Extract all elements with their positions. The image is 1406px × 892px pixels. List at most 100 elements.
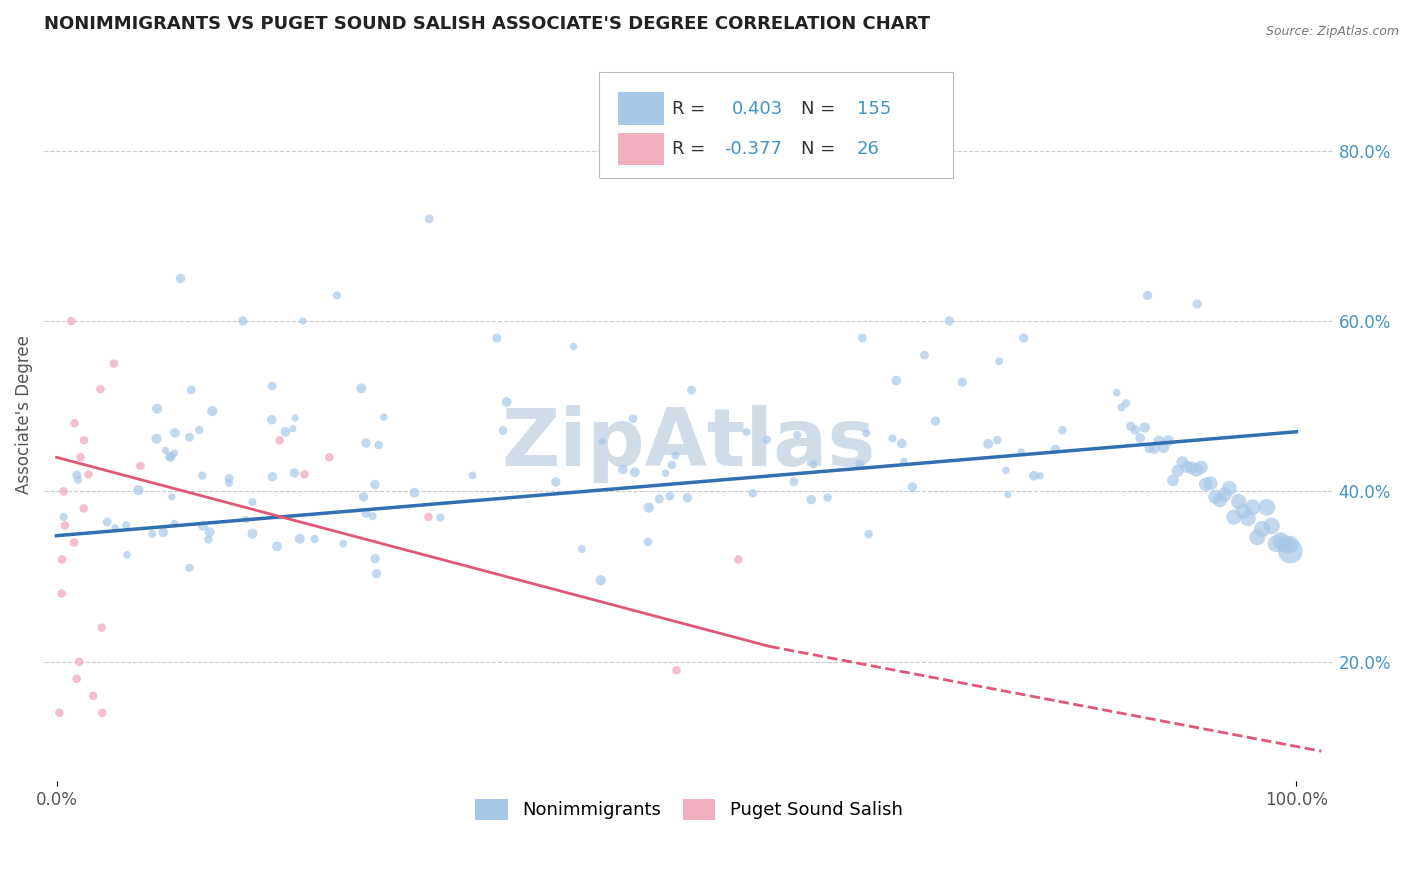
Point	[621, 411, 644, 425]
Point	[986, 433, 1008, 447]
Point	[623, 466, 645, 480]
Point	[1115, 396, 1137, 410]
Point	[735, 425, 758, 439]
Point	[429, 510, 451, 524]
Point	[994, 463, 1017, 477]
Point	[1175, 459, 1198, 474]
Point	[269, 434, 291, 448]
Point	[1213, 487, 1236, 501]
Point	[1012, 331, 1035, 345]
Text: Source: ZipAtlas.com: Source: ZipAtlas.com	[1265, 25, 1399, 38]
Point	[1022, 468, 1045, 483]
Point	[938, 314, 960, 328]
Point	[1029, 468, 1052, 483]
Point	[855, 426, 877, 441]
Point	[67, 655, 90, 669]
Point	[1185, 463, 1208, 477]
Point	[67, 473, 90, 487]
Point	[52, 484, 75, 499]
Point	[364, 551, 387, 566]
Point	[91, 706, 114, 720]
Point	[858, 527, 880, 541]
Point	[1161, 474, 1184, 488]
Point	[914, 348, 936, 362]
Point	[262, 470, 284, 484]
Point	[562, 340, 585, 354]
Point	[571, 542, 593, 557]
Point	[53, 518, 76, 533]
Point	[163, 425, 186, 440]
Text: R =: R =	[672, 140, 711, 158]
Point	[1181, 460, 1204, 475]
Point	[146, 401, 169, 416]
Point	[418, 211, 440, 226]
Point	[901, 480, 924, 494]
Point	[977, 437, 1000, 451]
Point	[1227, 494, 1250, 508]
Text: R =: R =	[672, 100, 711, 118]
Point	[160, 490, 183, 504]
FancyBboxPatch shape	[619, 133, 665, 165]
Point	[232, 314, 254, 328]
Point	[418, 510, 440, 524]
Point	[69, 450, 91, 465]
Point	[90, 621, 112, 635]
Point	[661, 458, 683, 472]
Point	[988, 354, 1011, 368]
Point	[218, 471, 240, 485]
Point	[48, 706, 70, 720]
Point	[681, 383, 703, 397]
Point	[676, 491, 699, 505]
Text: 155: 155	[856, 100, 891, 118]
Point	[354, 436, 377, 450]
Point	[179, 561, 201, 575]
Point	[152, 525, 174, 540]
Point	[163, 516, 186, 531]
Point	[260, 413, 283, 427]
Point	[1199, 476, 1222, 491]
Point	[179, 430, 201, 444]
Point	[1251, 522, 1274, 536]
Point	[665, 663, 688, 677]
Point	[783, 475, 806, 489]
Point	[73, 434, 96, 448]
Text: -0.377: -0.377	[724, 140, 782, 158]
Point	[1237, 511, 1260, 525]
Point	[240, 495, 263, 509]
Point	[51, 552, 73, 566]
Text: ZipAtlas: ZipAtlas	[502, 405, 876, 483]
Point	[786, 428, 808, 442]
Point	[884, 374, 907, 388]
Point	[96, 515, 118, 529]
Point	[304, 532, 326, 546]
Point	[266, 539, 288, 553]
Point	[1133, 420, 1156, 434]
Point	[848, 457, 870, 471]
Point	[284, 411, 307, 425]
Point	[950, 375, 973, 389]
Point	[326, 288, 349, 302]
Point	[366, 566, 388, 581]
Legend: Nonimmigrants, Puget Sound Salish: Nonimmigrants, Puget Sound Salish	[468, 791, 910, 827]
Point	[1256, 500, 1278, 515]
Point	[159, 450, 181, 464]
Point	[404, 485, 426, 500]
Point	[73, 501, 96, 516]
Point	[180, 383, 202, 397]
Point	[294, 467, 316, 482]
Point	[800, 492, 823, 507]
Point	[589, 574, 612, 588]
Point	[1171, 455, 1194, 469]
Point	[1111, 401, 1133, 415]
Point	[367, 438, 389, 452]
Point	[129, 458, 152, 473]
Point	[66, 672, 89, 686]
Point	[544, 475, 567, 489]
Point	[803, 458, 825, 472]
Point	[924, 414, 946, 428]
Point	[191, 468, 214, 483]
Point	[654, 466, 676, 480]
Text: N =: N =	[801, 140, 841, 158]
Point	[104, 521, 127, 535]
Point	[141, 526, 163, 541]
